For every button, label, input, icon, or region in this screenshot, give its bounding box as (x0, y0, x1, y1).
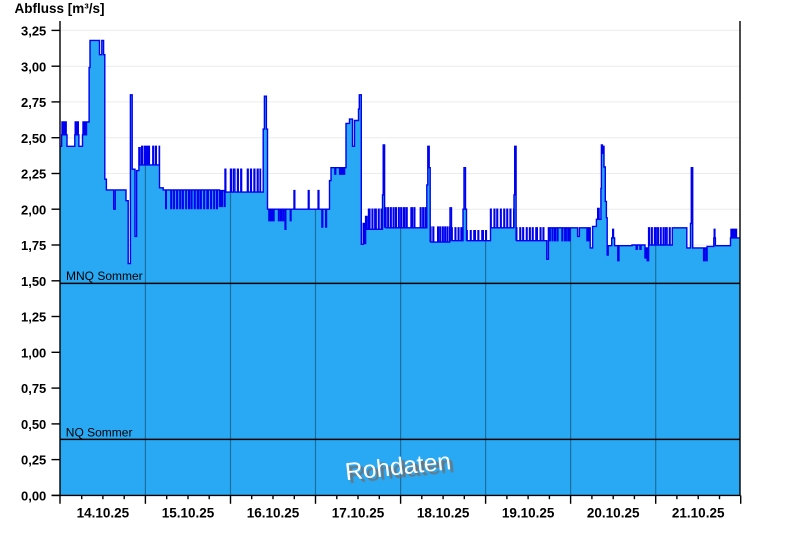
svg-text:MNQ Sommer: MNQ Sommer (66, 269, 143, 283)
svg-text:15.10.25: 15.10.25 (162, 505, 215, 520)
svg-text:16.10.25: 16.10.25 (247, 505, 300, 520)
svg-text:3,25: 3,25 (21, 24, 46, 39)
svg-text:1,75: 1,75 (21, 238, 46, 253)
svg-text:2,75: 2,75 (21, 95, 46, 110)
svg-text:1,00: 1,00 (21, 345, 46, 360)
svg-text:2,25: 2,25 (21, 167, 46, 182)
svg-text:Abfluss [m³/s]: Abfluss [m³/s] (15, 1, 105, 16)
svg-text:17.10.25: 17.10.25 (332, 505, 385, 520)
svg-text:0,50: 0,50 (21, 417, 46, 432)
svg-text:21.10.25: 21.10.25 (672, 505, 725, 520)
svg-text:3,00: 3,00 (21, 59, 46, 74)
svg-text:14.10.25: 14.10.25 (77, 505, 130, 520)
svg-text:20.10.25: 20.10.25 (587, 505, 640, 520)
svg-text:1,50: 1,50 (21, 274, 46, 289)
svg-text:19.10.25: 19.10.25 (502, 505, 555, 520)
svg-text:0,25: 0,25 (21, 453, 46, 468)
svg-text:0,75: 0,75 (21, 381, 46, 396)
svg-text:0,00: 0,00 (21, 489, 46, 504)
svg-text:NQ Sommer: NQ Sommer (66, 425, 133, 439)
svg-text:2,50: 2,50 (21, 131, 46, 146)
svg-text:1,25: 1,25 (21, 310, 46, 325)
svg-text:2,00: 2,00 (21, 202, 46, 217)
svg-text:18.10.25: 18.10.25 (417, 505, 470, 520)
